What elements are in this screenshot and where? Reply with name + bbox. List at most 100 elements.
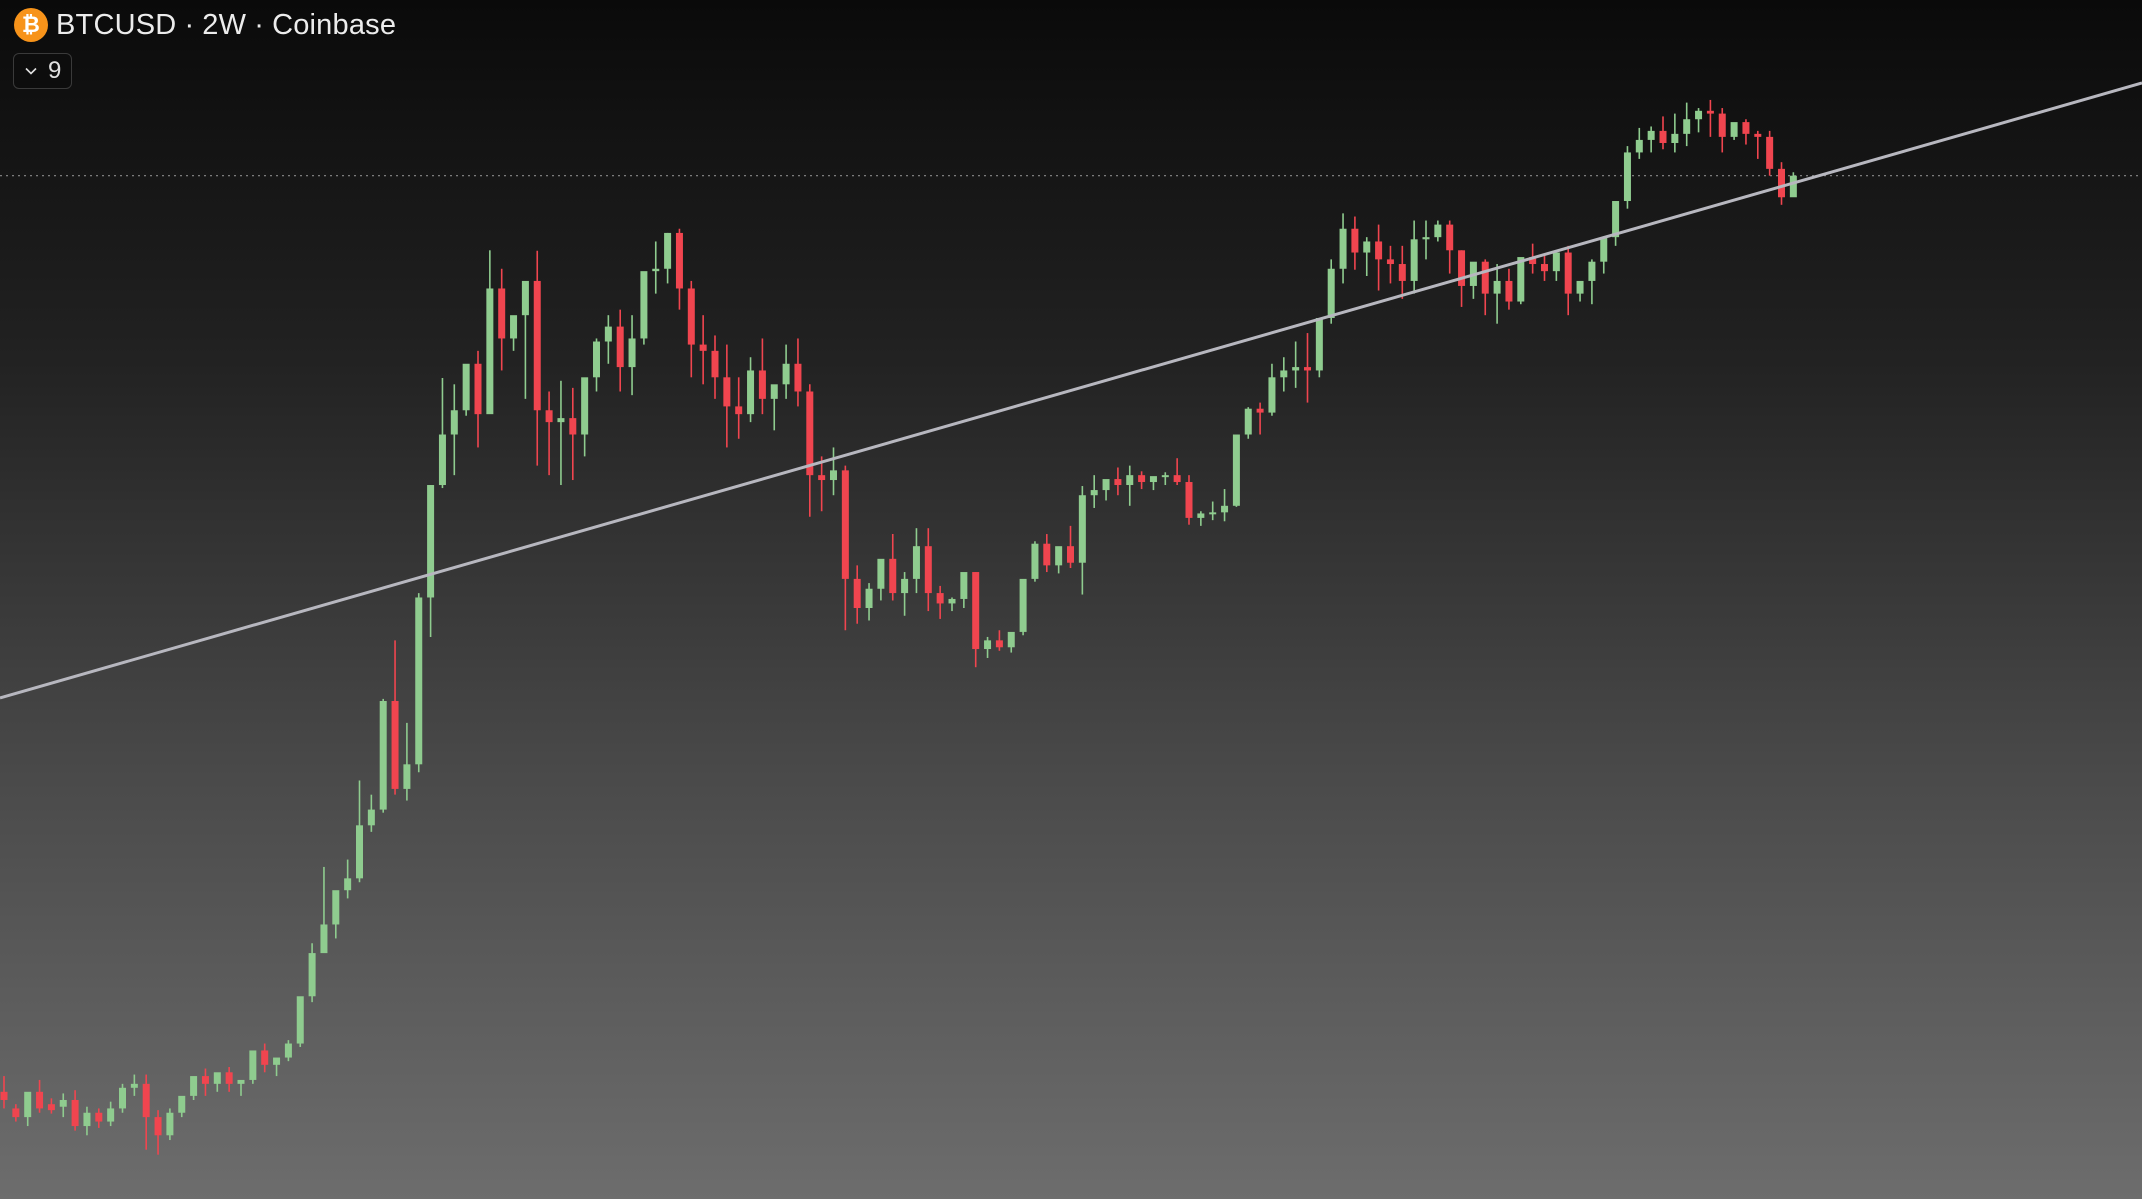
candle-body: [1043, 543, 1051, 566]
candle-body: [782, 363, 790, 385]
candle-body: [1161, 475, 1169, 478]
candle-body: [1351, 228, 1359, 253]
candle-body: [1363, 241, 1371, 253]
symbol-legend: ₿ BTCUSD · 2W · Coinbase: [14, 8, 396, 42]
candle-body: [1659, 130, 1667, 143]
candle-body: [474, 363, 482, 415]
candle-body: [36, 1091, 44, 1109]
candle-body: [533, 280, 541, 411]
candle-body: [1256, 408, 1264, 413]
candle-body: [107, 1108, 115, 1122]
candle-body: [462, 363, 470, 411]
candle-body: [1031, 543, 1039, 579]
candle-body: [1552, 252, 1560, 272]
candle-body: [1505, 280, 1513, 302]
candle-body: [1173, 475, 1181, 483]
candle-body: [142, 1083, 150, 1118]
candle-body: [877, 558, 885, 589]
candle-body: [924, 546, 932, 594]
indicators-toggle-button[interactable]: 9: [13, 53, 73, 89]
candle-body: [723, 377, 731, 407]
candle-body: [1221, 505, 1229, 513]
candle-body: [1778, 168, 1785, 198]
candle-body: [1564, 252, 1572, 294]
candle-body: [1315, 317, 1323, 371]
candle-body: [1386, 259, 1394, 265]
indicators-count: 9: [48, 57, 62, 84]
candle-body: [664, 232, 672, 269]
candle-body: [1114, 479, 1122, 486]
symbol-name: BTCUSD: [56, 8, 177, 41]
candle-body: [1588, 261, 1596, 281]
candle-body: [1576, 280, 1584, 294]
candle-body: [1766, 136, 1774, 169]
candle-body: [818, 475, 826, 481]
candle-body: [59, 1100, 67, 1107]
candle-body: [1398, 264, 1406, 281]
candle-body: [225, 1072, 233, 1084]
candle-body: [498, 288, 506, 339]
candle-body: [1244, 408, 1252, 435]
candle-body: [841, 470, 849, 579]
candle-body: [332, 890, 340, 925]
candle-body: [201, 1076, 209, 1084]
candle-body: [912, 546, 920, 579]
candle-body: [830, 470, 837, 481]
candle-body: [1600, 237, 1608, 262]
bitcoin-icon: ₿: [14, 8, 48, 42]
candle-body: [747, 370, 755, 415]
candle-body: [1232, 434, 1240, 506]
candle-body: [806, 391, 814, 476]
candle-body: [1541, 264, 1548, 272]
candle-body: [948, 598, 956, 604]
candle-body: [1706, 110, 1714, 114]
candle-body: [308, 953, 316, 997]
candle-body: [178, 1095, 186, 1113]
candle-body: [1327, 268, 1335, 318]
candle-body: [344, 878, 352, 891]
candle-body: [1375, 241, 1383, 260]
candle-body: [1292, 367, 1300, 371]
candle-body: [545, 410, 553, 423]
candle-body: [1007, 631, 1015, 648]
candle-body: [758, 370, 766, 399]
candle-body: [1529, 257, 1537, 265]
candle-body: [1635, 139, 1643, 153]
candle-body: [936, 593, 944, 604]
candle-body: [652, 268, 660, 272]
candle-body: [1481, 261, 1489, 294]
candle-body: [687, 288, 695, 345]
exchange-name: Coinbase: [272, 8, 397, 41]
candle-body: [1789, 175, 1797, 198]
candle-body: [1090, 490, 1098, 496]
candle-body: [213, 1072, 221, 1084]
candle-body: [1149, 476, 1157, 483]
candle-body: [47, 1104, 55, 1111]
candle-body: [403, 764, 411, 789]
candle-body: [284, 1043, 292, 1058]
candle-body: [901, 578, 909, 594]
candle-body: [699, 344, 707, 351]
candle-body: [1742, 122, 1750, 134]
candle-body: [249, 1050, 257, 1080]
candle-body: [1647, 130, 1655, 140]
candle-body: [1126, 475, 1134, 486]
candle-body: [450, 410, 458, 435]
candle-body: [320, 924, 328, 954]
candle-body: [640, 271, 648, 339]
candle-body: [1078, 495, 1086, 563]
candle-body: [1458, 250, 1466, 286]
candle-body: [995, 640, 1003, 648]
candle-body: [521, 280, 529, 316]
legend-separator: ·: [184, 8, 195, 41]
candle-body: [379, 701, 387, 810]
candle-body: [24, 1091, 32, 1118]
candle-body: [1754, 133, 1762, 137]
candle-body: [1268, 377, 1276, 413]
candle-body: [1422, 237, 1430, 240]
candle-body: [1280, 370, 1288, 378]
candle-body: [237, 1079, 245, 1084]
candle-body: [1067, 546, 1074, 563]
candle-body: [711, 350, 719, 378]
